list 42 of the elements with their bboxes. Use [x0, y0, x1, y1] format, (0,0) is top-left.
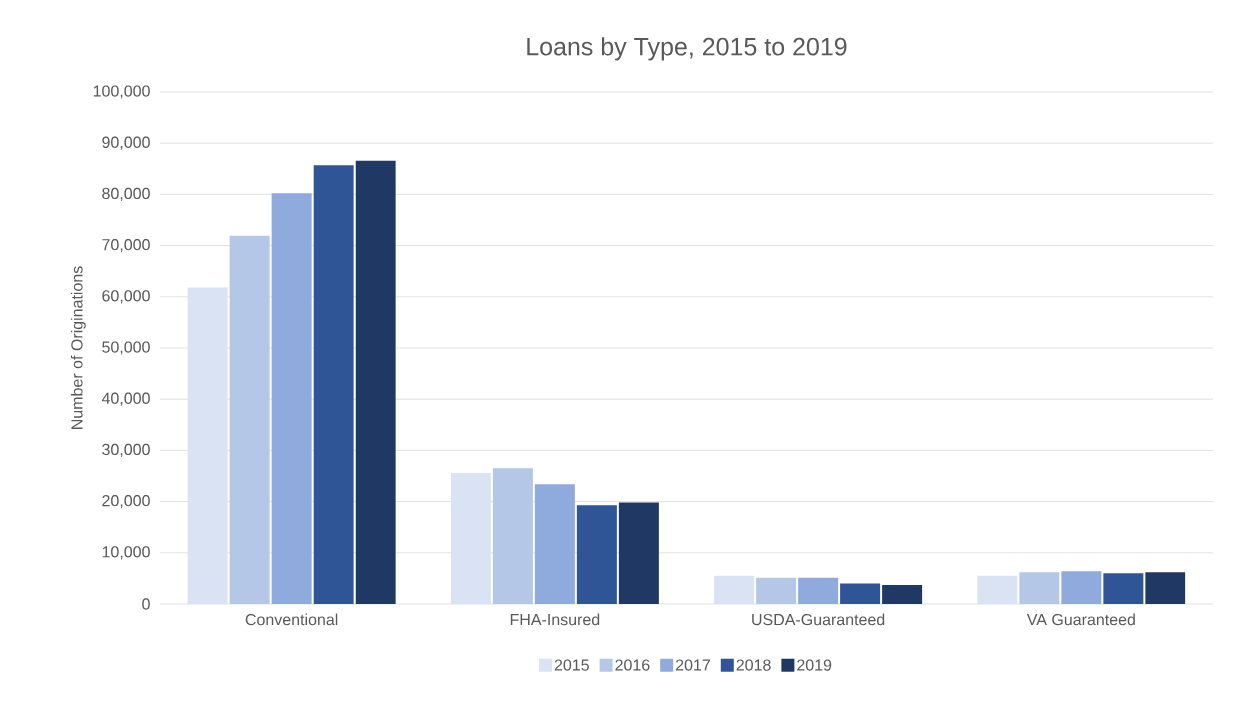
y-tick-label: 100,000 — [93, 85, 150, 99]
y-axis-title: Number of Originations — [70, 266, 86, 429]
y-tick-label: 80,000 — [102, 187, 150, 201]
bar — [714, 575, 755, 604]
chart-title: Loans by Type, 2015 to 2019 — [527, 37, 847, 61]
y-tick-label: 90,000 — [102, 136, 150, 150]
x-tick-label: Conventional — [245, 613, 338, 626]
bar — [576, 505, 617, 604]
bar — [187, 287, 228, 604]
bar — [1019, 572, 1060, 604]
bar — [756, 577, 797, 604]
y-tick-label: 60,000 — [102, 290, 150, 304]
bar — [1145, 572, 1186, 604]
bar — [229, 235, 270, 604]
legend-label: 2019 — [797, 659, 832, 671]
y-tick-label: 40,000 — [101, 392, 150, 406]
y-tick-label: 70,000 — [102, 238, 150, 253]
y-tick-label: 50,000 — [102, 341, 150, 355]
legend-label: 2017 — [676, 659, 710, 671]
bar — [618, 502, 659, 604]
legend-label: 2016 — [615, 659, 650, 671]
y-tick-label: 30,000 — [102, 443, 150, 457]
bar — [1103, 573, 1144, 604]
bar — [840, 583, 881, 604]
bar — [882, 585, 923, 604]
x-tick-label: FHA-Insured — [510, 613, 600, 626]
x-tick-label: USDA-Guaranteed — [752, 613, 885, 626]
bar — [492, 468, 533, 604]
y-tick-label: 0 — [142, 598, 150, 610]
x-tick-label: VA Guaranteed — [1026, 613, 1135, 626]
legend-label: 2015 — [554, 659, 589, 671]
bar — [798, 577, 839, 604]
y-tick-label: 20,000 — [102, 494, 150, 509]
y-tick-label: 10,000 — [102, 546, 150, 560]
bar — [271, 193, 312, 604]
bar — [977, 575, 1018, 604]
bar — [450, 472, 491, 604]
bar — [534, 484, 575, 604]
bar — [355, 160, 396, 604]
legend-label: 2018 — [736, 659, 771, 671]
bar — [313, 165, 354, 604]
bar — [1061, 571, 1102, 604]
